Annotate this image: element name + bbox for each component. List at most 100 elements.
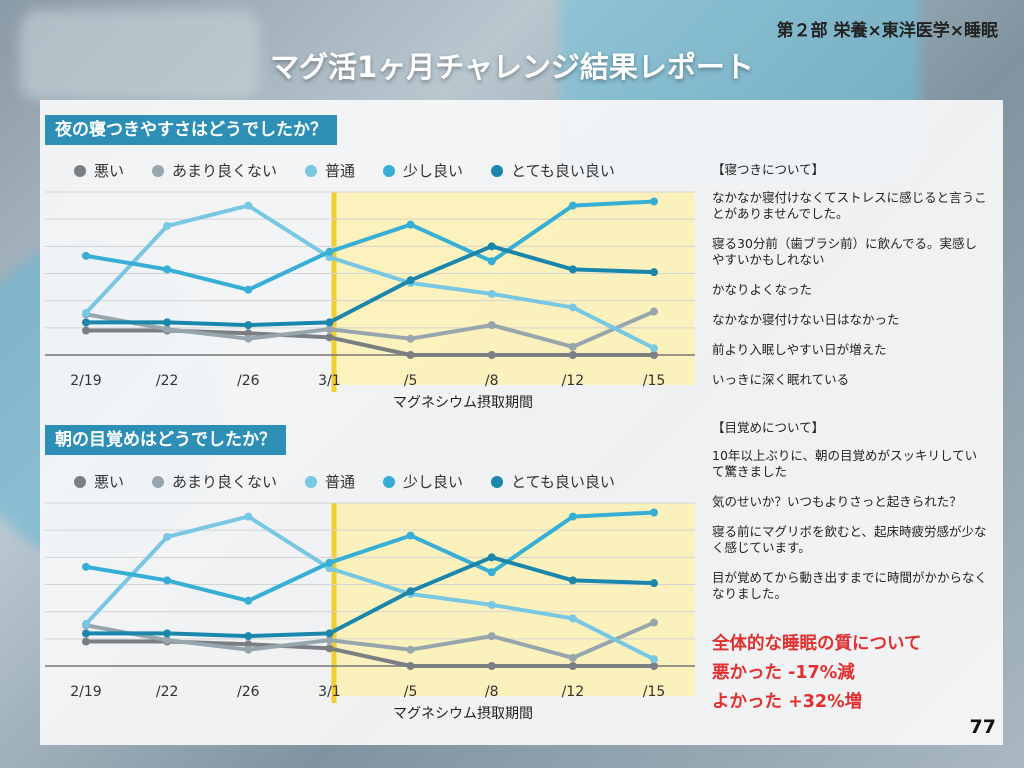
x-tick-label: /26 <box>237 684 260 700</box>
data-point <box>163 325 172 334</box>
data-point <box>406 645 415 654</box>
legend-color-swatch <box>383 164 396 177</box>
data-point <box>568 351 577 359</box>
data-point <box>325 644 334 653</box>
legend-label: とても良い良い <box>511 473 615 491</box>
data-point <box>406 276 415 285</box>
data-point <box>568 342 577 351</box>
comment-item: 前より入眠しやすい日が増えた <box>712 342 887 357</box>
legend-label: とても良い良い <box>511 162 615 180</box>
data-point <box>82 637 90 646</box>
legend-item: 普通 <box>305 160 355 181</box>
legend-label: 普通 <box>325 473 356 491</box>
legend-label: あまり良くない <box>172 473 278 491</box>
data-point <box>406 334 415 343</box>
legend-item: とても良い良い <box>491 160 615 181</box>
series-line <box>84 203 656 351</box>
comment-item: かなりよくなった <box>712 282 813 297</box>
legend-sleep-onset: 悪い あまり良くない 普通 少し良い とても良い良い <box>74 160 643 181</box>
summary: 全体的な睡眠の質について 悪かった -17%減 よかった +32%増 <box>712 630 921 717</box>
series-line <box>84 199 656 292</box>
data-point <box>244 596 253 605</box>
line-chart-waking: 2/19/22/26 3/1/5/8/12/15 マグネシウム摂取期間 <box>45 502 695 722</box>
summary-bad: 悪かった -17%減 <box>712 663 855 683</box>
legend-color-swatch <box>152 164 165 177</box>
data-point <box>487 553 496 562</box>
series-line <box>84 514 656 662</box>
legend-item: とても良い良い <box>491 471 615 492</box>
data-point <box>406 662 415 670</box>
data-point <box>244 645 253 654</box>
data-point <box>568 662 577 670</box>
x-axis-label: マグネシウム摂取期間 <box>393 706 533 722</box>
x-tick-label: /8 <box>485 684 499 700</box>
data-point <box>82 326 90 335</box>
comment-item: 目が覚めてから動き出すまでに時間がかからなくなりました。 <box>712 570 988 601</box>
data-point <box>244 334 253 343</box>
legend-item: 悪い <box>74 471 124 492</box>
legend-color-swatch <box>305 164 318 177</box>
data-point <box>244 632 253 641</box>
data-point <box>487 289 496 298</box>
x-tick-label: 3/1 <box>318 373 341 389</box>
x-tick-label: /5 <box>404 373 418 389</box>
data-point <box>650 307 658 316</box>
data-point <box>244 201 253 210</box>
data-point <box>244 285 253 294</box>
data-point <box>163 221 172 230</box>
data-point <box>568 576 577 585</box>
data-point <box>163 629 172 638</box>
x-tick-label: 3/1 <box>318 684 341 700</box>
data-point <box>244 321 253 330</box>
legend-color-swatch <box>491 475 504 488</box>
comment-item: 寝る30分前（歯ブラシ前）に飲んでる。実感しやすいかもしれない <box>712 236 978 267</box>
data-point <box>568 614 577 623</box>
legend-label: 普通 <box>325 162 356 180</box>
x-tick-label: /22 <box>156 684 179 700</box>
data-point <box>487 568 496 577</box>
data-point <box>650 655 658 664</box>
data-point <box>406 531 415 540</box>
data-point <box>325 558 334 567</box>
data-point <box>82 629 90 638</box>
data-point <box>568 303 577 312</box>
series-line <box>84 620 656 660</box>
legend-label: 少し良い <box>403 473 464 491</box>
legend-color-swatch <box>74 475 86 488</box>
data-point <box>650 197 658 206</box>
summary-title: 全体的な睡眠の質について <box>712 634 922 654</box>
legend-color-swatch <box>383 475 396 488</box>
x-tick-label: /15 <box>643 684 666 700</box>
x-tick-label: /12 <box>562 373 585 389</box>
series-line <box>84 309 656 349</box>
data-point <box>163 318 172 327</box>
data-point <box>487 257 496 266</box>
part-label: 第２部 栄養×東洋医学×睡眠 <box>776 21 998 41</box>
comment-item: いっきに深く眠れている <box>712 372 850 387</box>
data-point <box>325 247 334 256</box>
x-tick-label: /26 <box>237 373 260 389</box>
page-title: マグ活1ヶ月チャレンジ結果レポート <box>270 50 754 84</box>
data-point <box>487 242 496 251</box>
data-point <box>650 344 658 353</box>
data-point <box>568 653 577 662</box>
legend-color-swatch <box>491 164 504 177</box>
data-point <box>325 325 334 334</box>
background-shape <box>20 10 260 100</box>
data-point <box>244 512 253 521</box>
data-point <box>325 318 334 327</box>
data-point <box>650 508 658 517</box>
comment-item: 10年以上ぶりに、朝の目覚めがスッキリしていて驚きました <box>712 448 978 479</box>
series-line <box>84 555 656 639</box>
data-point <box>650 579 658 588</box>
data-point <box>650 618 658 627</box>
legend-waking: 悪い あまり良くない 普通 少し良い とても良い良い <box>74 471 643 492</box>
comment-item: 寝る前にマグリボを飲むと、起床時疲労感が少なく感じています。 <box>712 524 987 555</box>
data-point <box>406 587 415 596</box>
summary-good: よかった +32%増 <box>712 692 863 712</box>
legend-color-swatch <box>152 475 165 488</box>
waking-comments: 【目覚めについて】 10年以上ぶりに、朝の目覚めがスッキリしていて驚きました 気… <box>712 420 987 616</box>
data-point <box>406 351 415 359</box>
data-point <box>82 318 90 327</box>
legend-item: あまり良くない <box>152 471 277 492</box>
